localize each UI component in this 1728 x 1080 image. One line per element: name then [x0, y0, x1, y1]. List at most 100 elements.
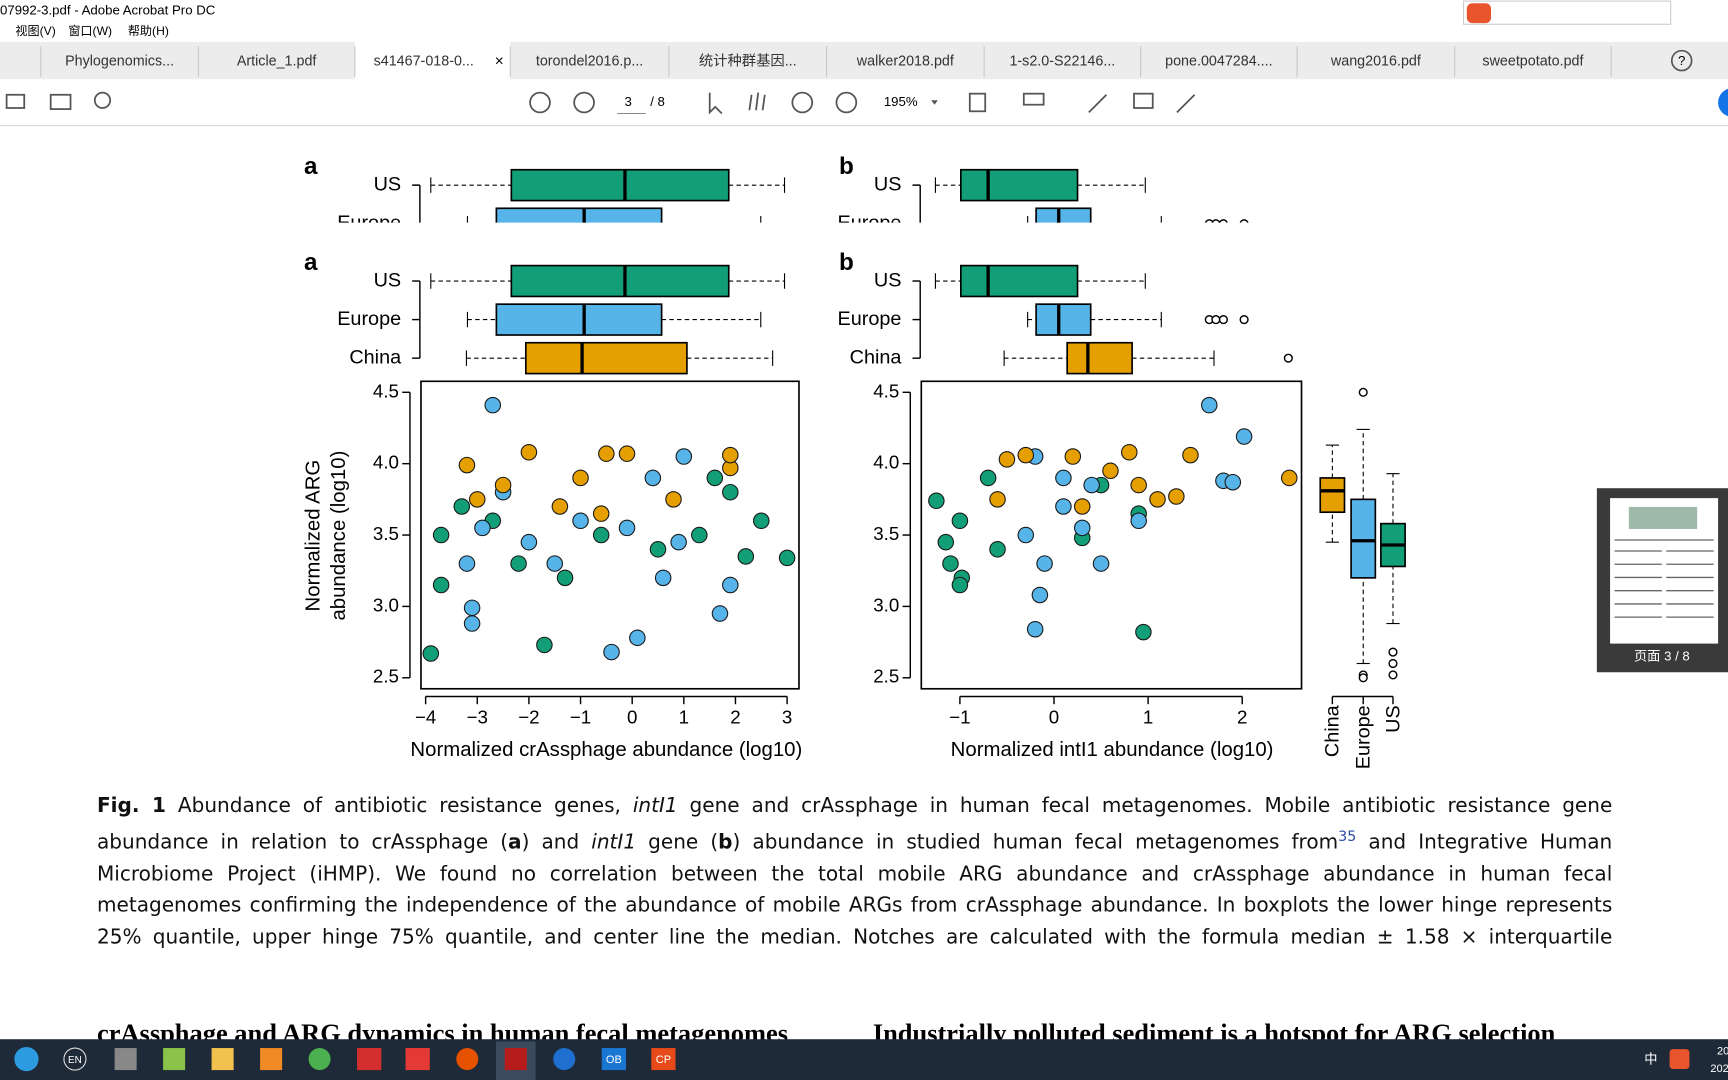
tab[interactable]: pone.0047284.... [1165, 53, 1272, 69]
menu-item[interactable]: 帮助(H) [128, 24, 169, 38]
hand-tool[interactable] [748, 92, 766, 111]
outlier [1358, 387, 1368, 397]
tab-close[interactable]: × [495, 53, 504, 70]
scatter-point [510, 555, 527, 572]
help-button[interactable] [1670, 49, 1693, 72]
scatter-point [474, 519, 491, 537]
app-icon[interactable] [357, 1048, 382, 1071]
select-tool[interactable] [708, 92, 723, 115]
ime-indicator[interactable]: 中 [1644, 1052, 1657, 1067]
scatter-point [942, 555, 959, 572]
x-tick-label: 2 [730, 706, 740, 727]
outlier [1388, 658, 1398, 669]
ime-icon[interactable] [1669, 1049, 1690, 1069]
scatter-point [1281, 469, 1298, 487]
scatter-point [572, 469, 589, 487]
app-icon[interactable] [163, 1048, 186, 1071]
scatter-point [603, 643, 620, 661]
app-icon[interactable] [405, 1048, 430, 1071]
x-tick-label: 1 [679, 706, 689, 727]
scatter-point [675, 448, 693, 465]
lang-icon[interactable] [63, 1047, 87, 1071]
scatter-point [928, 492, 945, 510]
x-tick-label: 1 [1143, 706, 1153, 727]
thumbnail-text [1614, 539, 1714, 618]
caption-text: a [508, 831, 522, 855]
figure-render-artifact: aUSEuropeChinabUSEuropeChina [304, 154, 1249, 223]
side-label: US [1382, 705, 1404, 733]
scatter-point [1017, 446, 1035, 464]
x-tick-label: 3 [782, 706, 792, 727]
highlight-tool[interactable] [1176, 94, 1196, 114]
zoom-level[interactable]: 195% [884, 94, 918, 109]
edge-icon[interactable] [14, 1046, 39, 1072]
zoom-out[interactable] [791, 91, 814, 114]
prev-page[interactable] [529, 91, 551, 114]
tab[interactable]: torondel2016.p... [536, 53, 643, 69]
tab[interactable]: wang2016.pdf [1330, 53, 1421, 69]
zoom-dropdown[interactable] [931, 100, 938, 105]
scatter-point [1055, 498, 1072, 515]
app-icon[interactable] [456, 1048, 479, 1071]
scatter-point [1083, 476, 1100, 494]
tab[interactable]: 统计种群基因... [699, 52, 797, 69]
mail-button[interactable] [49, 93, 72, 110]
tab[interactable]: walker2018.pdf [856, 53, 954, 69]
scroll-tool[interactable] [1022, 92, 1045, 106]
tab[interactable]: s41467-018-0... [374, 53, 474, 69]
zoom-in[interactable] [835, 91, 858, 114]
app-icon[interactable] [553, 1048, 576, 1071]
toolbar [0, 79, 1728, 126]
plot-frame [420, 380, 800, 690]
app-icon[interactable] [260, 1048, 283, 1071]
clock-date: 2020 [1710, 1063, 1728, 1075]
y-tick-label: 2.5 [373, 666, 399, 687]
scatter-point [520, 443, 538, 461]
scatter-point [458, 555, 476, 572]
app-icon[interactable] [504, 1048, 527, 1071]
scatter-point [536, 636, 553, 654]
page-number[interactable]: 3 [624, 94, 631, 109]
scatter-point [1026, 620, 1044, 638]
app-icon[interactable] [651, 1048, 676, 1071]
caption-box: Fig. 1 Abundance of antibiotic resistanc… [97, 795, 1612, 949]
tab[interactable]: Phylogenomics... [65, 53, 174, 69]
scatter-point [989, 491, 1006, 508]
share-button[interactable] [1718, 88, 1728, 117]
tab[interactable]: sweetpotato.pdf [1482, 53, 1583, 69]
x-tick-label: 0 [627, 706, 637, 727]
search-button[interactable] [93, 91, 112, 109]
outlier [1218, 219, 1228, 223]
outlier [1218, 315, 1228, 325]
menu-item[interactable]: 窗口(W) [68, 24, 112, 38]
app-icon[interactable] [601, 1048, 626, 1071]
app-icon[interactable] [114, 1048, 137, 1071]
scatter-point [484, 396, 502, 414]
tab[interactable]: 1-s2.0-S22146... [1009, 53, 1115, 69]
tab[interactable]: Article_1.pdf [237, 53, 317, 69]
outlier [1211, 219, 1221, 223]
box-row-label: China [850, 346, 903, 368]
scatter-point [1135, 623, 1152, 641]
next-page[interactable] [573, 91, 595, 114]
app-label: CP [656, 1054, 671, 1066]
active-tab [354, 41, 511, 81]
app-label: OB [606, 1054, 622, 1066]
app-icon[interactable] [308, 1048, 331, 1071]
fit-tool[interactable] [968, 92, 987, 113]
scatter-point [670, 533, 687, 551]
plot-frame [920, 380, 1303, 690]
print-button[interactable] [5, 93, 26, 109]
ime-bar[interactable] [1462, 0, 1672, 25]
outlier [1388, 670, 1398, 680]
app-icon[interactable] [211, 1048, 234, 1071]
box [1035, 207, 1092, 223]
menu-item[interactable]: 视图(V) [15, 23, 55, 38]
scatter-point [1092, 555, 1110, 572]
pen-tool[interactable] [1088, 94, 1108, 114]
scatter-point [1121, 443, 1138, 461]
y-tick-label: 3.5 [373, 523, 399, 544]
comment-tool[interactable] [1133, 92, 1154, 109]
